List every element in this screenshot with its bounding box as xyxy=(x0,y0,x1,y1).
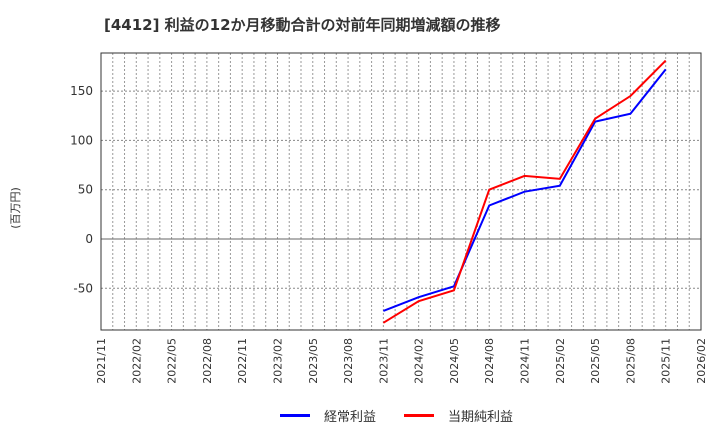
x-tick-label: 2023/05 xyxy=(307,338,320,384)
legend-item-ordinary-profit: 経常利益 xyxy=(280,406,376,425)
x-tick-label: 2026/02 xyxy=(695,338,708,384)
x-tick-label: 2025/05 xyxy=(589,338,602,384)
y-tick-label: 100 xyxy=(70,133,93,147)
series-line xyxy=(382,59,667,324)
y-tick-label: -50 xyxy=(73,281,93,295)
x-tick-label: 2024/08 xyxy=(483,338,496,384)
legend-label: 経常利益 xyxy=(324,410,377,425)
y-tick-label: 50 xyxy=(78,183,93,197)
x-tick-label: 2021/11 xyxy=(95,338,108,384)
y-tick-label: 150 xyxy=(70,84,93,98)
y-tick-label: 0 xyxy=(85,232,93,246)
x-tick-label: 2023/02 xyxy=(271,338,284,384)
x-tick-label: 2025/02 xyxy=(554,338,567,384)
x-tick-label: 2023/08 xyxy=(342,338,355,384)
x-tick-label: 2025/08 xyxy=(624,338,637,384)
legend: 経常利益 当期純利益 xyxy=(280,406,541,425)
x-tick-label: 2022/02 xyxy=(130,338,143,384)
legend-item-net-profit: 当期純利益 xyxy=(404,406,513,425)
x-tick-label: 2022/11 xyxy=(236,338,249,384)
legend-label: 当期純利益 xyxy=(448,410,514,425)
x-tick-label: 2023/11 xyxy=(377,338,390,384)
x-tick-label: 2024/05 xyxy=(448,338,461,384)
plot-frame xyxy=(100,52,702,331)
x-tick-label: 2024/11 xyxy=(519,338,532,384)
x-tick-label: 2025/11 xyxy=(660,338,673,384)
x-tick-label: 2022/05 xyxy=(166,338,179,384)
x-tick-label: 2022/08 xyxy=(201,338,214,384)
chart-title: [4412] 利益の12か月移動合計の対前年同期増減額の推移 xyxy=(104,16,501,34)
legend-swatch-blue xyxy=(280,414,310,417)
legend-swatch-red xyxy=(404,414,435,417)
series-line xyxy=(382,68,667,312)
x-tick-label: 2024/02 xyxy=(413,338,426,384)
